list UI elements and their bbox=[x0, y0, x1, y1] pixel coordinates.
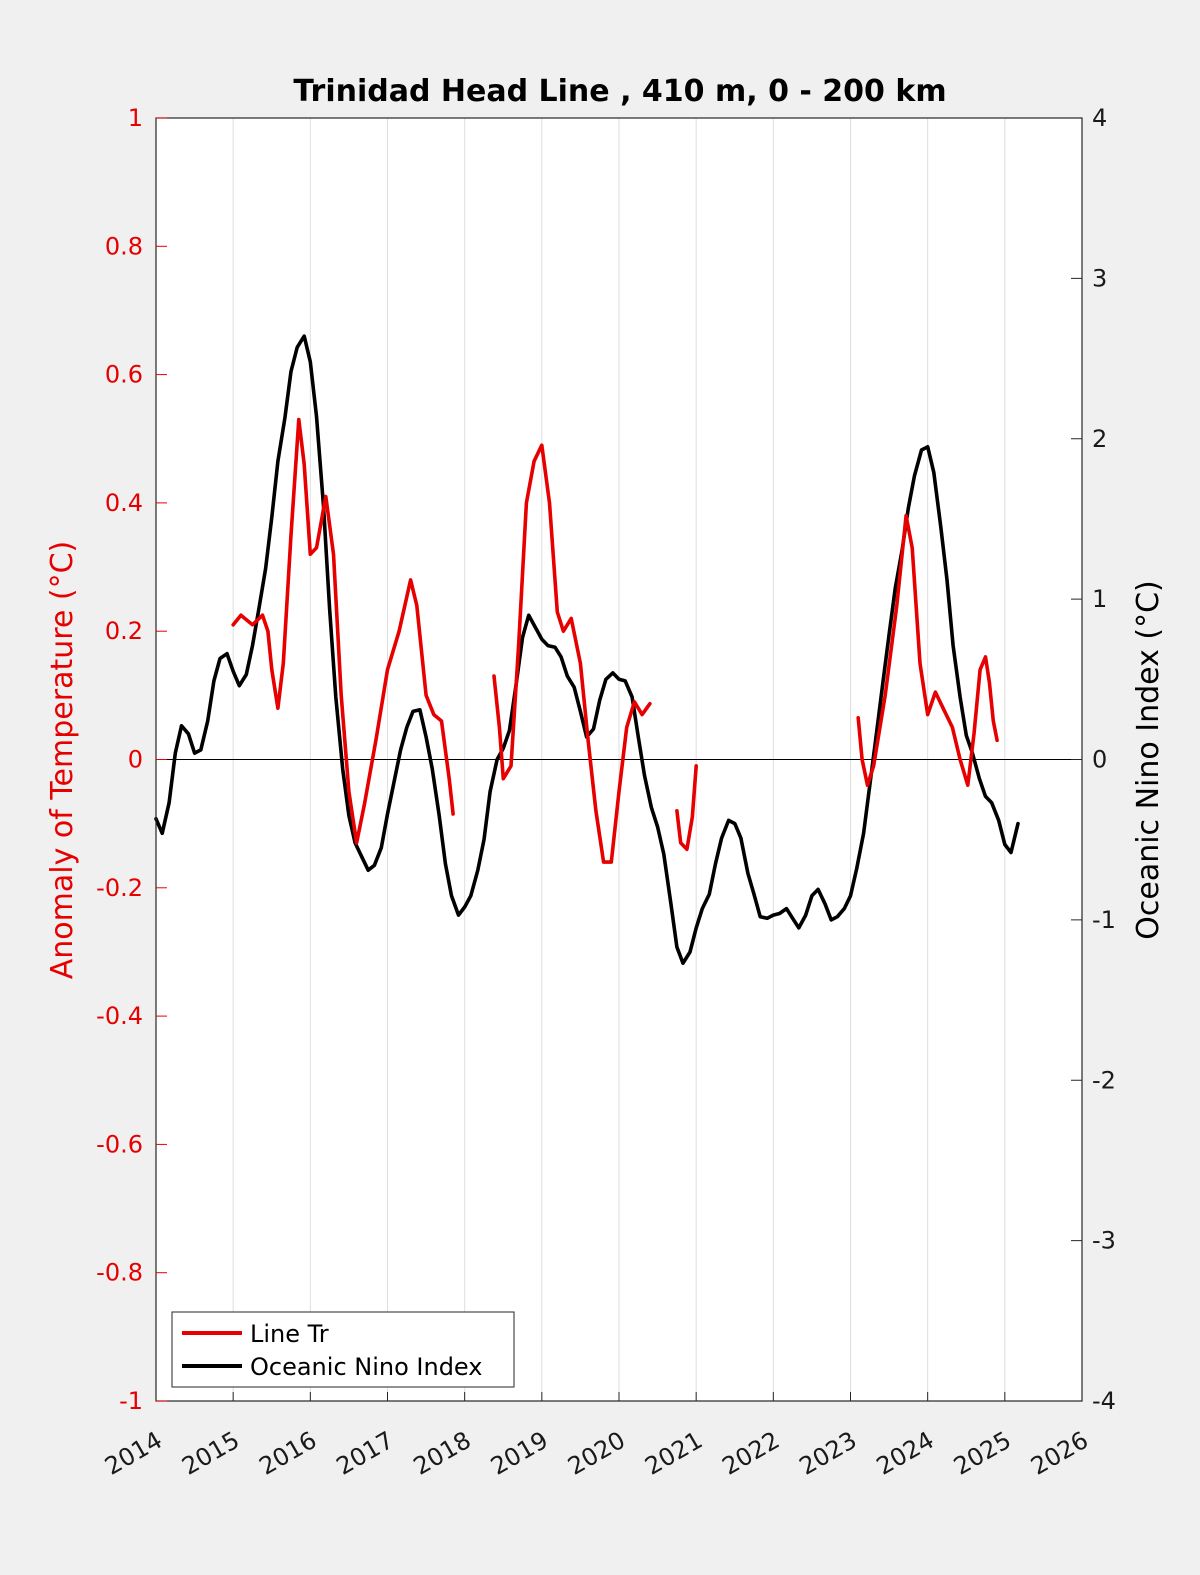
y-left-tick-label: -0.8 bbox=[96, 1259, 143, 1287]
y-right-tick-label: 0 bbox=[1092, 746, 1107, 774]
x-tick-label-2015: 2015 bbox=[177, 1426, 244, 1481]
x-tick-label-2022: 2022 bbox=[717, 1426, 784, 1481]
x-tick-label-2016: 2016 bbox=[254, 1426, 321, 1481]
legend-box bbox=[171, 1311, 515, 1388]
y-left-tick-label: 1 bbox=[128, 104, 143, 132]
y-right-tick-label: 3 bbox=[1092, 264, 1107, 292]
y-right-tick-label: 1 bbox=[1092, 585, 1107, 613]
y-right-tick-label: -3 bbox=[1092, 1227, 1116, 1255]
legend-label-line-tr: Line Tr bbox=[250, 1320, 329, 1348]
y-left-tick-label: 0.6 bbox=[105, 361, 143, 389]
y-left-tick-label: -0.2 bbox=[96, 874, 143, 902]
x-tick-label-2014: 2014 bbox=[100, 1426, 167, 1481]
x-tick-label-2026: 2026 bbox=[1026, 1426, 1093, 1481]
y-axis-right-label: Oceanic Nino Index (°C) bbox=[1131, 580, 1166, 940]
y-left-tick-label: -0.6 bbox=[96, 1130, 143, 1158]
y-right-tick-label: 2 bbox=[1092, 425, 1107, 453]
series-line-tr-segment-0 bbox=[231, 417, 455, 845]
x-tick-label-2020: 2020 bbox=[563, 1426, 630, 1481]
y-left-tick-label: 0.2 bbox=[105, 617, 143, 645]
y-right-tick-label: -1 bbox=[1092, 906, 1116, 934]
y-left-tick-label: -0.4 bbox=[96, 1002, 143, 1030]
x-tick-label-2023: 2023 bbox=[795, 1426, 862, 1481]
x-tick-label-2017: 2017 bbox=[332, 1426, 399, 1481]
legend-label-oni: Oceanic Nino Index bbox=[250, 1353, 482, 1381]
y-right-tick-label: -4 bbox=[1092, 1387, 1116, 1415]
series-line-tr-segment-3 bbox=[856, 513, 999, 788]
x-tick-label-2018: 2018 bbox=[409, 1426, 476, 1481]
series-line-tr-segment-2 bbox=[675, 764, 699, 852]
series-line-tr-segment-1 bbox=[492, 443, 652, 864]
x-tick-label-2024: 2024 bbox=[872, 1426, 939, 1481]
y-right-tick-label: 4 bbox=[1092, 104, 1107, 132]
y-left-tick-label: 0 bbox=[128, 746, 143, 774]
x-tick-label-2025: 2025 bbox=[949, 1426, 1016, 1481]
y-left-tick-label: 0.8 bbox=[105, 232, 143, 260]
legend[interactable]: Line Tr Oceanic Nino Index bbox=[171, 1311, 515, 1388]
x-tick-label-2021: 2021 bbox=[640, 1426, 707, 1481]
x-tick-label-2019: 2019 bbox=[486, 1426, 553, 1481]
y-axis-left-label: Anomaly of Temperature (°C) bbox=[45, 541, 80, 980]
series-layer bbox=[154, 334, 1020, 966]
y-right-tick-label: -2 bbox=[1092, 1066, 1116, 1094]
y-left-tick-label: 0.4 bbox=[105, 489, 143, 517]
y-left-tick-label: -1 bbox=[119, 1387, 143, 1415]
chart-title: Trinidad Head Line , 410 m, 0 - 200 km bbox=[293, 74, 946, 109]
